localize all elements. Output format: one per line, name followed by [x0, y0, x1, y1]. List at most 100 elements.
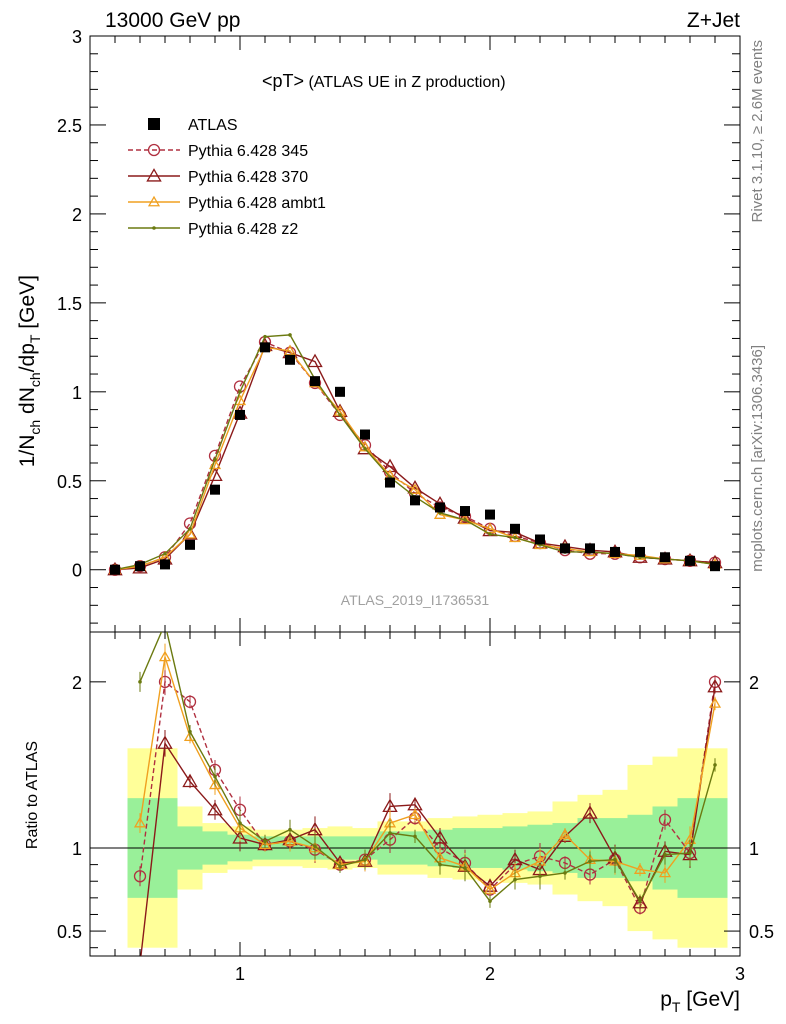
x-axis-label: pT [GeV] [660, 988, 740, 1015]
atlas-data-point [685, 555, 695, 566]
main-series-1-point [307, 353, 323, 368]
main-series-3-point [263, 334, 267, 339]
main-series-2-point [208, 458, 222, 470]
ratio-series-2-point [158, 650, 172, 662]
y-tick-label: 3 [72, 27, 82, 47]
ratio-series-3-point [138, 680, 142, 684]
ratio-tick-label-left: 0.5 [57, 922, 82, 942]
source-label: mcplots.cern.ch [arXiv:1306.3436] [749, 345, 766, 572]
ratio-series-2-point [408, 808, 422, 820]
ratio-series-3-point [513, 877, 517, 882]
ratio-tick-label-right: 2 [749, 673, 759, 693]
ratio-series-group [133, 622, 723, 970]
ratio-series-2-point [658, 866, 672, 878]
ratio-series-3-point [188, 729, 192, 734]
legend-marker [152, 226, 156, 230]
y-axis-label: 1/Nch dNch/dpT [GeV] [16, 275, 43, 467]
atlas-data-point [485, 509, 495, 520]
atlas-data-point [660, 552, 670, 563]
ratio-series-0-point [183, 695, 197, 708]
main-series-3-point [338, 413, 342, 417]
y-label-part3: /dp [16, 343, 39, 372]
main-series-group [107, 333, 723, 576]
atlas-data-point [335, 386, 345, 397]
ratio-series-3-point [538, 874, 542, 879]
main-series-line-2 [114, 346, 716, 571]
atlas-data-point [535, 534, 545, 545]
ratio-series-2-point [483, 883, 497, 894]
atlas-data-point [385, 477, 395, 488]
ratio-series-3-point [713, 763, 717, 767]
ratio-series-3-point [163, 622, 167, 626]
ratio-series-3-point [363, 857, 367, 862]
ratio-series-3-point [563, 871, 567, 875]
atlas-data-point [560, 543, 570, 554]
ratio-series-0-point [133, 870, 147, 883]
atlas-data-point [185, 539, 195, 550]
x-tick-label: 2 [485, 964, 495, 984]
atlas-data-point [260, 342, 270, 353]
atlas-data-point [610, 546, 620, 557]
main-series-2-point [183, 527, 197, 539]
y-tick-label: 0 [72, 561, 82, 581]
ratio-series-2-point [708, 697, 722, 708]
legend-label: Pythia 6.428 345 [188, 143, 308, 160]
header-left-label: 13000 GeV pp [105, 9, 240, 32]
atlas-data-point [360, 429, 370, 440]
atlas-data-point [410, 495, 420, 506]
x-label-part1: p [660, 988, 672, 1011]
ratio-series-1-point [133, 958, 146, 970]
ratio-series-3-point [288, 827, 292, 832]
main-series-line-0 [114, 341, 716, 571]
ratio-series-3-point [238, 821, 242, 825]
main-series-3-point [238, 390, 242, 394]
atlas-data-point [585, 543, 595, 554]
main-series-3-point [363, 446, 367, 451]
ratio-series-1-point [157, 735, 173, 749]
main-series-1-point [182, 526, 198, 540]
x-label-sub: T [672, 999, 681, 1015]
ratio-series-3-point [638, 899, 642, 903]
ratio-tick-label-right: 1 [749, 839, 759, 859]
ratio-series-0-point [158, 675, 172, 688]
atlas-data-point [460, 506, 470, 517]
ratio-series-3-point [663, 852, 667, 857]
atlas-data-point [110, 564, 120, 575]
ratio-series-3-point [688, 851, 692, 855]
y-label-sub1: ch [27, 420, 43, 435]
ratio-series-3-point [313, 844, 317, 849]
y-label-part1: 1/N [16, 435, 39, 468]
ratio-tick-label-left: 2 [72, 673, 82, 693]
y-tick-label: 0.5 [57, 472, 82, 492]
ratio-series-1-point [207, 801, 223, 816]
atlas-data-point [135, 561, 145, 572]
analysis-watermark: ATLAS_2019_I1736531 [341, 592, 490, 608]
y-label-sub3: T [27, 334, 43, 343]
ratio-tick-label-right: 0.5 [749, 922, 774, 942]
ratio-series-2-point [558, 828, 572, 840]
ratio-series-3-point [263, 839, 267, 844]
main-series-line-1 [114, 344, 716, 571]
y-label-part4: [GeV] [16, 275, 39, 335]
ratio-series-3-point [338, 864, 342, 869]
ratio-series-3-point [488, 899, 492, 903]
ratio-series-3-point [438, 862, 442, 867]
atlas-data-point [235, 409, 245, 420]
ratio-series-line-3 [139, 632, 716, 903]
legend-marker [148, 118, 160, 130]
main-series-3-point [288, 333, 292, 337]
ratio-series-2-point [133, 816, 147, 828]
header-right-label: Z+Jet [687, 9, 740, 32]
main-series-3-point [513, 535, 517, 540]
main-series-line-3 [114, 334, 716, 571]
ratio-axis-label: Ratio to ATLAS [24, 741, 41, 849]
ratio-series-2-point [258, 838, 272, 850]
x-tick-label: 3 [735, 964, 745, 984]
ratio-series-2-point [633, 863, 647, 874]
ratio-series-1-point [707, 678, 723, 693]
rivet-version-label: Rivet 3.1.10, ≥ 2.6M events [749, 40, 766, 223]
ratio-series-0-point [658, 813, 672, 826]
x-label-part2: [GeV] [680, 988, 740, 1011]
atlas-data-point [710, 561, 720, 572]
